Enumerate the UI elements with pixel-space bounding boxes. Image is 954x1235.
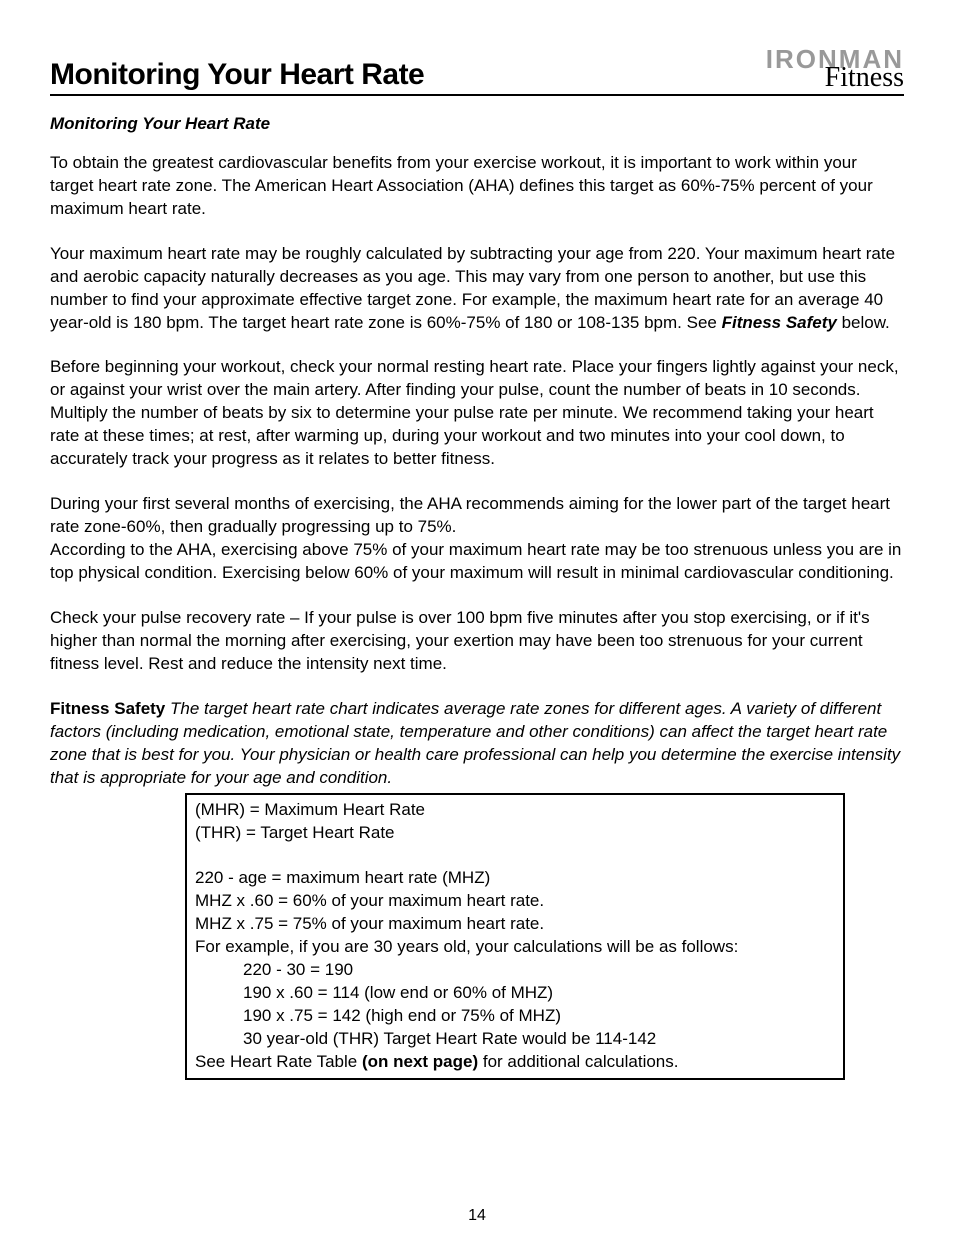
paragraph-intro: To obtain the greatest cardiovascular be… — [50, 152, 904, 221]
safety-label: Fitness Safety — [50, 699, 165, 718]
header: Monitoring Your Heart Rate IRONMAN Fitne… — [50, 48, 904, 96]
calc-example-2: 190 x .60 = 114 (low end or 60% of MHZ) — [195, 982, 835, 1005]
calc-line-example-intro: For example, if you are 30 years old, yo… — [195, 936, 835, 959]
paragraph-resting: Before beginning your workout, check you… — [50, 356, 904, 471]
calc-example-3: 190 x .75 = 142 (high end or 75% of MHZ) — [195, 1005, 835, 1028]
section-subtitle: Monitoring Your Heart Rate — [50, 114, 904, 134]
calc-line-formula-75: MHZ x .75 = 75% of your maximum heart ra… — [195, 913, 835, 936]
seetable-a: See Heart Rate Table — [195, 1052, 362, 1071]
calculation-box: (MHR) = Maximum Heart Rate (THR) = Targe… — [185, 793, 845, 1079]
seetable-b: (on next page) — [362, 1052, 478, 1071]
calc-line-mhr: (MHR) = Maximum Heart Rate — [195, 799, 835, 822]
seetable-c: for additional calculations. — [478, 1052, 678, 1071]
p2-text-b: below. — [837, 313, 890, 332]
paragraph-safety: Fitness Safety The target heart rate cha… — [50, 698, 904, 790]
calc-line-seetable: See Heart Rate Table (on next page) for … — [195, 1051, 835, 1074]
p4-text: During your first several months of exer… — [50, 494, 901, 582]
page-number: 14 — [0, 1207, 954, 1225]
paragraph-aha: During your first several months of exer… — [50, 493, 904, 585]
brand-logo: IRONMAN Fitness — [766, 48, 904, 92]
paragraph-recovery: Check your pulse recovery rate – If your… — [50, 607, 904, 676]
calc-line-thr: (THR) = Target Heart Rate — [195, 822, 835, 845]
paragraph-maxrate: Your maximum heart rate may be roughly c… — [50, 243, 904, 335]
calc-line-formula-age: 220 - age = maximum heart rate (MHZ) — [195, 867, 835, 890]
calc-example-4: 30 year-old (THR) Target Heart Rate woul… — [195, 1028, 835, 1051]
calc-example-1: 220 - 30 = 190 — [195, 959, 835, 982]
safety-text: The target heart rate chart indicates av… — [50, 699, 900, 787]
calc-line-formula-60: MHZ x .60 = 60% of your maximum heart ra… — [195, 890, 835, 913]
page-title: Monitoring Your Heart Rate — [50, 58, 424, 92]
p2-emphasis: Fitness Safety — [722, 313, 837, 332]
